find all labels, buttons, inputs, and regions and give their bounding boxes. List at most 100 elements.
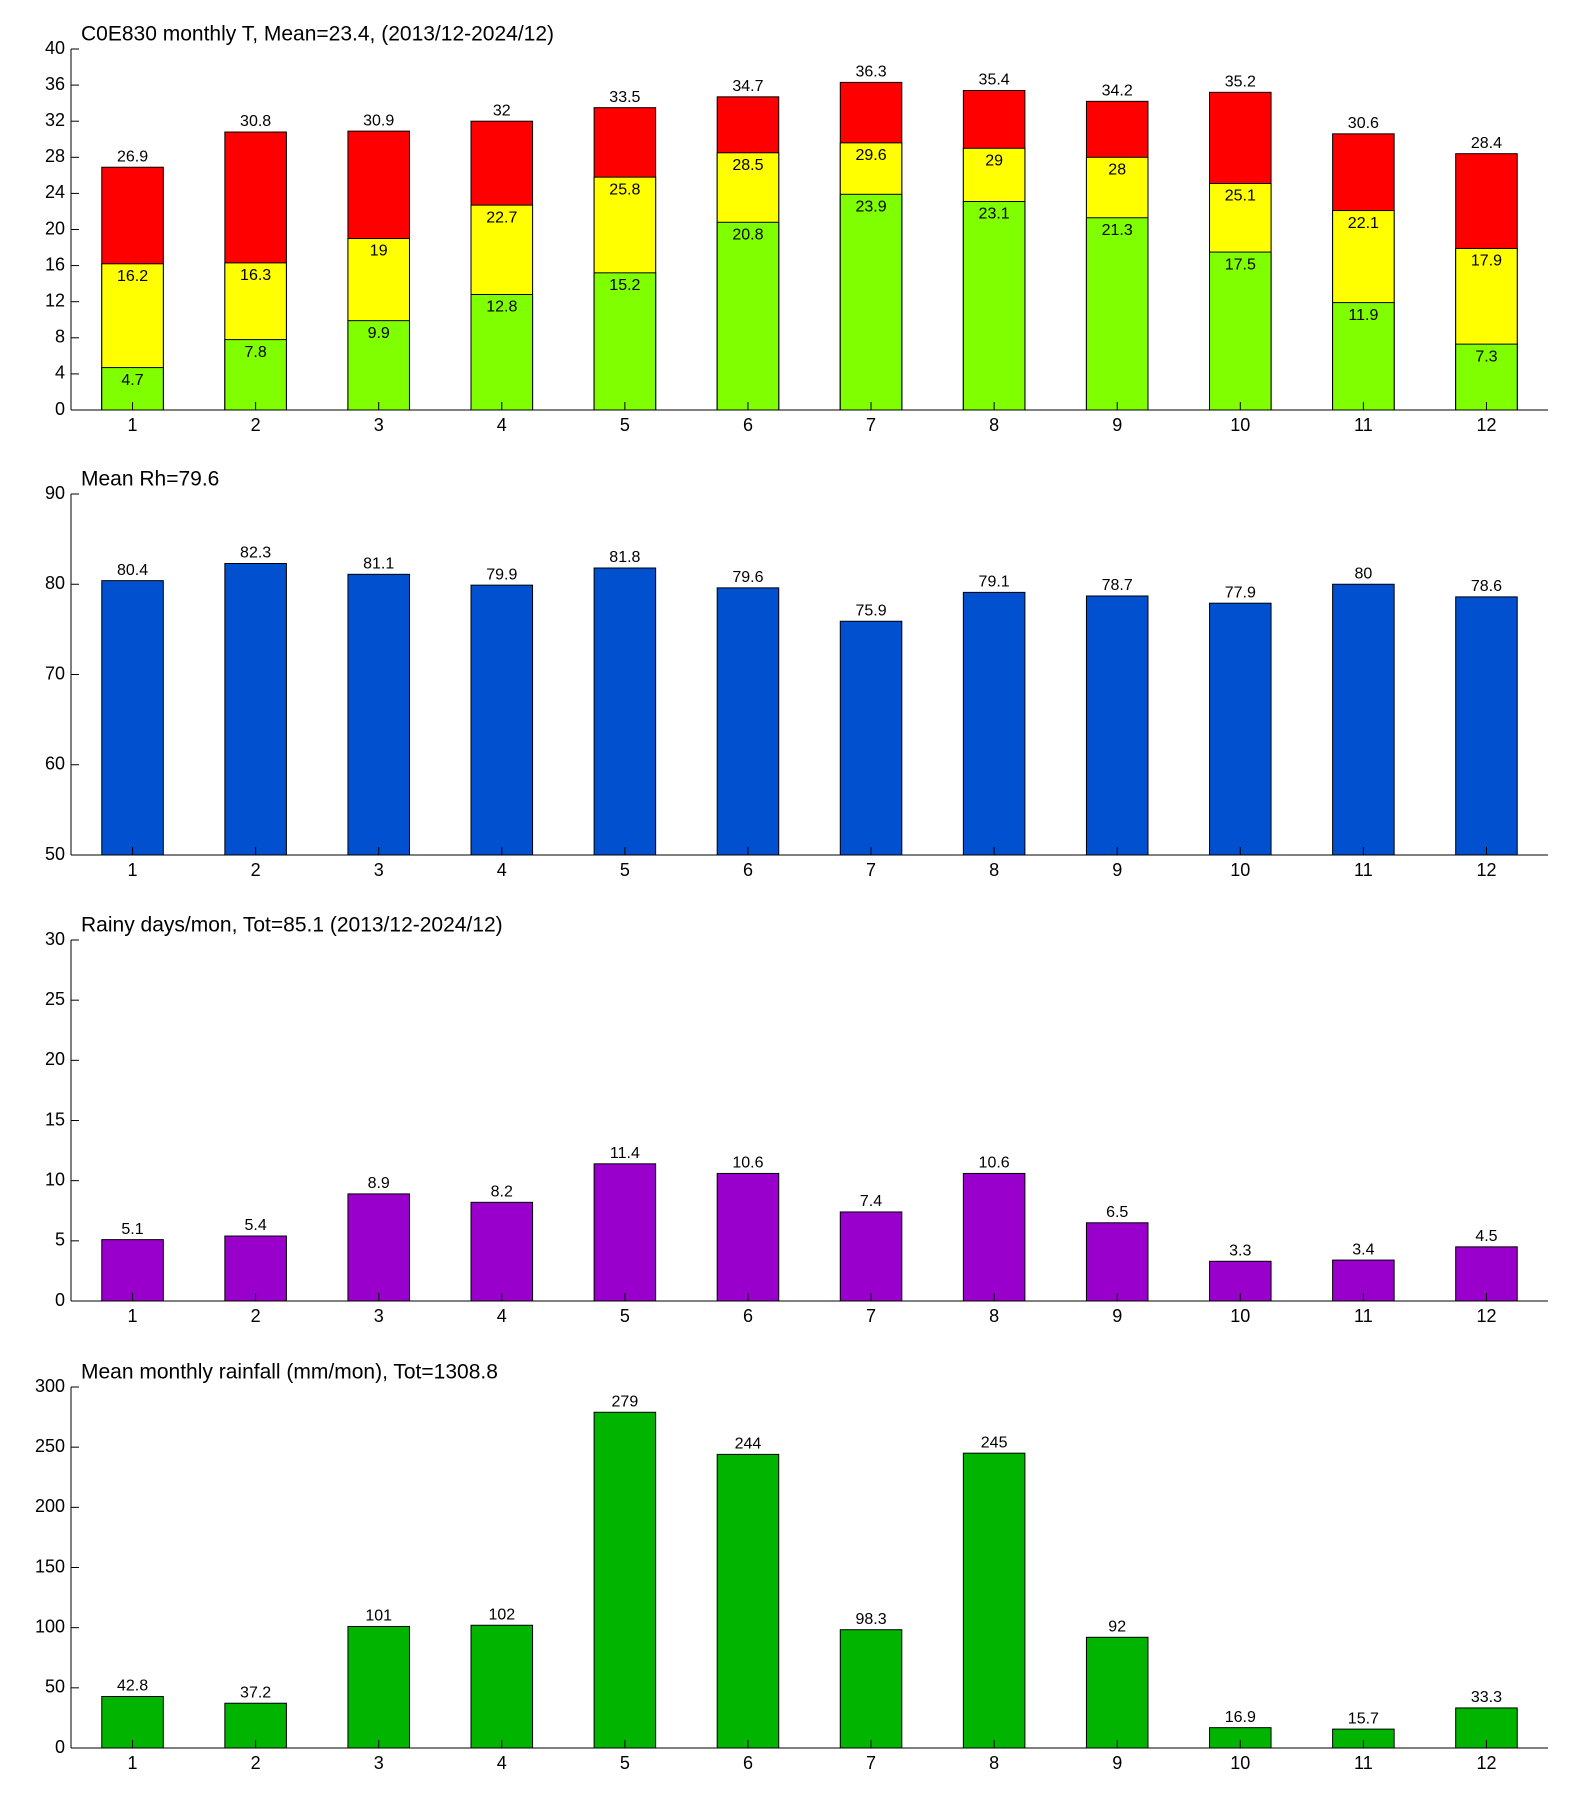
- value-label: 7.8: [245, 344, 267, 361]
- value-label: 34.2: [1102, 83, 1133, 100]
- value-label: 15.7: [1348, 1710, 1379, 1727]
- x-tick-label: 3: [374, 415, 384, 435]
- value-label: 4.5: [1475, 1228, 1497, 1245]
- value-label: 23.1: [979, 206, 1010, 223]
- x-tick-label: 11: [1354, 860, 1373, 880]
- bar: [1209, 251, 1272, 411]
- x-tick-label: 6: [743, 1753, 753, 1773]
- x-tick-label: 9: [1112, 1753, 1122, 1773]
- bar: [1085, 595, 1149, 856]
- value-label: 25.1: [1225, 188, 1256, 205]
- y-tick-label: 50: [45, 1677, 65, 1697]
- x-tick-label: 2: [251, 1753, 261, 1773]
- x-tick-label: 9: [1112, 1306, 1122, 1326]
- value-label: 12.8: [486, 299, 517, 316]
- value-label: 7.4: [860, 1193, 882, 1210]
- value-label: 75.9: [855, 602, 886, 619]
- bar: [224, 1235, 287, 1302]
- value-label: 16.2: [117, 268, 148, 285]
- y-tick-label: 0: [55, 1737, 65, 1757]
- value-label: 82.3: [240, 545, 271, 562]
- bar: [470, 1624, 534, 1749]
- x-tick-label: 4: [497, 415, 507, 435]
- bar: [839, 193, 903, 411]
- value-label: 15.2: [609, 277, 640, 294]
- bar: [101, 1695, 164, 1749]
- value-label: 30.6: [1348, 115, 1379, 132]
- x-tick-label: 6: [743, 860, 753, 880]
- x-tick-label: 6: [743, 415, 753, 435]
- value-label: 32: [493, 102, 511, 119]
- x-tick-label: 11: [1354, 415, 1373, 435]
- y-tick-label: 90: [45, 483, 65, 503]
- y-tick-label: 40: [45, 38, 65, 58]
- x-tick-label: 8: [989, 1306, 999, 1326]
- y-tick-label: 32: [45, 110, 65, 130]
- value-label: 6.5: [1106, 1204, 1128, 1221]
- y-tick-label: 0: [55, 1290, 65, 1310]
- x-tick-label: 8: [989, 860, 999, 880]
- y-tick-label: 24: [45, 182, 65, 202]
- value-label: 11.9: [1348, 307, 1378, 324]
- bar: [716, 587, 780, 856]
- x-tick-label: 1: [128, 860, 138, 880]
- x-tick-label: 2: [251, 415, 261, 435]
- bar: [1085, 1222, 1149, 1302]
- value-label: 16.9: [1225, 1709, 1256, 1726]
- bar: [470, 1201, 534, 1302]
- value-label: 28: [1108, 162, 1126, 179]
- bar: [101, 580, 164, 856]
- bar: [1085, 217, 1149, 411]
- x-tick-label: 1: [128, 415, 138, 435]
- x-tick-label: 11: [1354, 1306, 1373, 1326]
- bar: [347, 1625, 410, 1749]
- y-tick-label: 10: [45, 1169, 65, 1189]
- value-label: 10.6: [732, 1155, 763, 1172]
- y-tick-label: 30: [45, 929, 65, 949]
- chart-title: C0E830 monthly T, Mean=23.4, (2013/12-20…: [81, 23, 554, 46]
- bar: [1332, 302, 1395, 411]
- x-tick-label: 7: [866, 1306, 876, 1326]
- x-tick-label: 8: [989, 1753, 999, 1773]
- x-tick-label: 3: [374, 1753, 384, 1773]
- y-tick-label: 300: [35, 1376, 65, 1396]
- x-tick-label: 4: [497, 860, 507, 880]
- bar: [1455, 596, 1518, 856]
- y-tick-label: 12: [45, 290, 65, 310]
- x-tick-label: 7: [866, 1753, 876, 1773]
- value-label: 28.5: [732, 157, 763, 174]
- bar: [593, 567, 657, 856]
- y-tick-label: 80: [45, 573, 65, 593]
- x-tick-label: 3: [374, 860, 384, 880]
- value-label: 81.8: [609, 549, 640, 566]
- value-label: 3.3: [1229, 1243, 1251, 1260]
- value-label: 4.7: [121, 372, 143, 389]
- y-tick-label: 20: [45, 218, 65, 238]
- value-label: 17.5: [1225, 256, 1256, 273]
- value-label: 3.4: [1352, 1241, 1374, 1258]
- value-label: 16.3: [240, 267, 271, 284]
- y-tick-label: 200: [35, 1496, 65, 1516]
- bar: [839, 1629, 903, 1749]
- bar: [593, 1411, 657, 1749]
- value-label: 101: [365, 1608, 392, 1625]
- x-tick-label: 2: [251, 860, 261, 880]
- value-label: 11.4: [610, 1145, 640, 1162]
- value-label: 20.8: [732, 226, 763, 243]
- value-label: 8.9: [368, 1175, 390, 1192]
- value-label: 79.1: [979, 574, 1010, 591]
- value-label: 98.3: [855, 1611, 886, 1628]
- x-tick-label: 6: [743, 1306, 753, 1326]
- value-label: 78.7: [1102, 577, 1133, 594]
- chart-title: Rainy days/mon, Tot=85.1 (2013/12-2024/1…: [81, 914, 503, 937]
- x-tick-label: 1: [128, 1306, 138, 1326]
- value-label: 80: [1354, 565, 1372, 582]
- value-label: 42.8: [117, 1678, 148, 1695]
- y-tick-label: 4: [55, 363, 65, 383]
- bar: [1455, 1246, 1518, 1302]
- chart-title: Mean Rh=79.6: [81, 468, 219, 491]
- y-tick-label: 60: [45, 754, 65, 774]
- value-label: 9.9: [368, 325, 390, 342]
